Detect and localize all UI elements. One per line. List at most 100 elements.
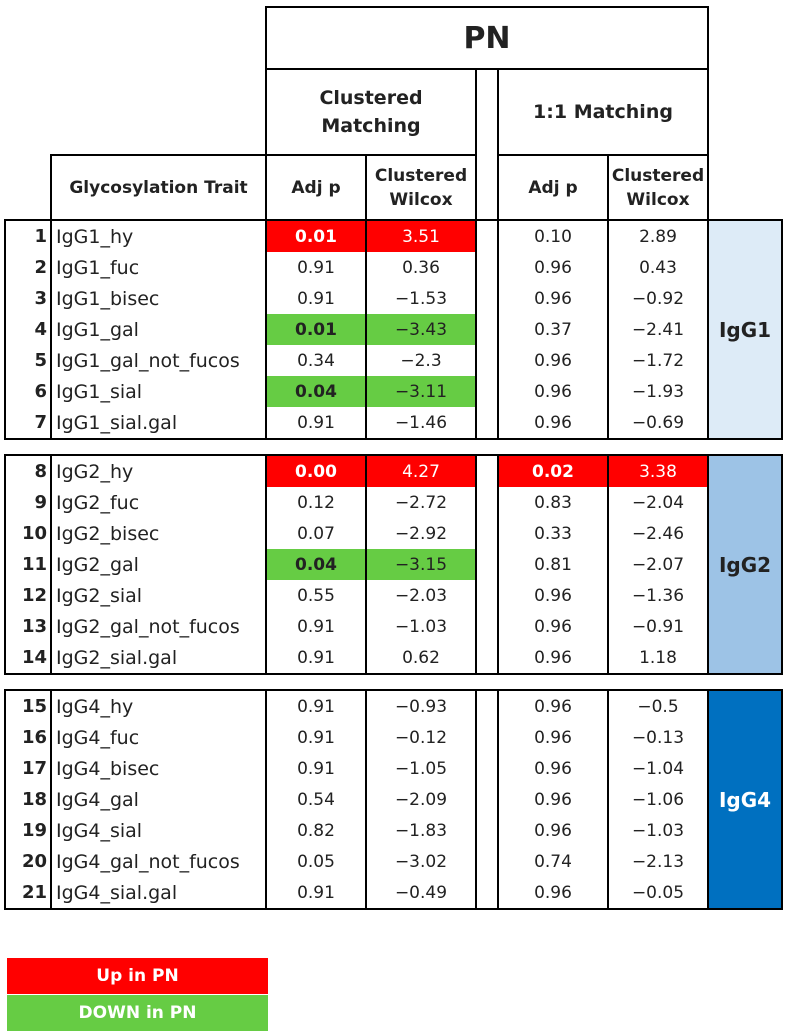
table-row: 9 IgG2_fuc 0.12 −2.72 0.83 −2.04 [4,487,782,518]
clustered-adj-p: 0.91 [266,252,367,283]
trait-name: IgG2_gal_not_fucos [51,611,267,642]
one-to-one-adj-p: 0.81 [498,549,609,580]
table-row: 14 IgG2_sial.gal 0.91 0.62 0.96 1.18 [4,642,782,675]
trait-name: IgG1_fuc [51,252,267,283]
clustered-wilcox: −3.02 [366,846,477,877]
clustered-adj-p: 0.05 [266,846,367,877]
trait-name: IgG2_fuc [51,487,267,518]
clustered-adj-p: 0.55 [266,580,367,611]
row-number: 2 [4,252,52,283]
trait-name: IgG1_hy [51,219,267,252]
table-row: 21 IgG4_sial.gal 0.91 −0.49 0.96 −0.05 [4,877,782,910]
row-number: 5 [4,345,52,376]
row-number: 9 [4,487,52,518]
table-row: 3 IgG1_bisec 0.91 −1.53 0.96 −0.92 [4,283,782,314]
one-to-one-wilcox: 3.38 [608,454,709,487]
clustered-adj-p: 0.07 [266,518,367,549]
trait-name: IgG1_bisec [51,283,267,314]
clustered-wilcox: −0.93 [366,689,477,722]
clustered-wilcox: −1.83 [366,815,477,846]
one-to-one-adj-p: 0.74 [498,846,609,877]
clustered-wilcox: −2.72 [366,487,477,518]
table-row: 6 IgG1_sial 0.04 −3.11 0.96 −1.93 [4,376,782,407]
one-to-one-wilcox: −0.69 [608,407,709,440]
adj-p-header: Adj p [498,155,609,221]
trait-name: IgG1_gal_not_fucos [51,345,267,376]
one-to-one-matching-header: 1:1 Matching [498,69,708,156]
table-row: 1 IgG1_hy 0.01 3.51 0.10 2.89 IgG1 [4,219,783,440]
row-number: 20 [4,846,52,877]
clustered-wilcox: −1.05 [366,753,477,784]
row-number: 16 [4,722,52,753]
row-number: 19 [4,815,52,846]
clustered-adj-p: 0.82 [266,815,367,846]
table-row: 2 IgG1_fuc 0.91 0.36 0.96 0.43 [4,252,782,283]
one-to-one-wilcox: −1.03 [608,815,709,846]
row-number: 4 [4,314,52,345]
clustered-wilcox: 0.36 [366,252,477,283]
one-to-one-adj-p: 0.33 [498,518,609,549]
one-to-one-adj-p: 0.96 [498,345,609,376]
table-row: 4 IgG1_gal 0.01 −3.43 0.37 −2.41 [4,314,782,345]
clustered-wilcox: −1.03 [366,611,477,642]
trait-name: IgG4_gal [51,784,267,815]
clustered-adj-p: 0.91 [266,611,367,642]
one-to-one-wilcox: −0.13 [608,722,709,753]
one-to-one-wilcox: −1.06 [608,784,709,815]
one-to-one-wilcox: −2.04 [608,487,709,518]
one-to-one-adj-p: 0.96 [498,283,609,314]
clustered-adj-p: 0.00 [266,454,367,487]
clustered-wilcox: −0.49 [366,877,477,910]
one-to-one-wilcox: 2.89 [608,219,709,252]
trait-name: IgG2_hy [51,454,267,487]
group-label: IgG2 [708,454,783,675]
one-to-one-adj-p: 0.96 [498,815,609,846]
clustered-wilcox: −0.12 [366,722,477,753]
clustered-adj-p: 0.91 [266,689,367,722]
one-to-one-wilcox: −2.07 [608,549,709,580]
clustered-wilcox-header: Clustered Wilcox [608,155,709,221]
clustered-wilcox: −2.92 [366,518,477,549]
one-to-one-adj-p: 0.96 [498,642,609,675]
trait-name: IgG1_gal [51,314,267,345]
row-number: 6 [4,376,52,407]
one-to-one-wilcox: 0.43 [608,252,709,283]
legend-down-in-pn: DOWN in PN [7,995,268,1031]
row-number: 7 [4,407,52,440]
clustered-wilcox: 3.51 [366,219,477,252]
clustered-adj-p: 0.91 [266,722,367,753]
row-number: 17 [4,753,52,784]
one-to-one-adj-p: 0.10 [498,219,609,252]
clustered-wilcox: 0.62 [366,642,477,675]
glycosylation-trait-header: Glycosylation Trait [51,154,267,221]
legend-up-in-pn: Up in PN [7,958,268,994]
one-to-one-adj-p: 0.96 [498,580,609,611]
trait-name: IgG1_sial.gal [51,407,267,440]
clustered-adj-p: 0.54 [266,784,367,815]
one-to-one-adj-p: 0.96 [498,753,609,784]
one-to-one-adj-p: 0.96 [498,407,609,440]
row-number: 12 [4,580,52,611]
table-row: 5 IgG1_gal_not_fucos 0.34 −2.3 0.96 −1.72 [4,345,782,376]
group-label: IgG1 [708,219,783,440]
trait-name: IgG2_sial.gal [51,642,267,675]
one-to-one-adj-p: 0.96 [498,722,609,753]
one-to-one-wilcox: −1.04 [608,753,709,784]
clustered-wilcox: −3.11 [366,376,477,407]
row-number: 18 [4,784,52,815]
table-row: 10 IgG2_bisec 0.07 −2.92 0.33 −2.46 [4,518,782,549]
table-row: 12 IgG2_sial 0.55 −2.03 0.96 −1.36 [4,580,782,611]
table-row: 15 IgG4_hy 0.91 −0.93 0.96 −0.5 IgG4 [4,689,783,910]
one-to-one-adj-p: 0.96 [498,611,609,642]
results-table: PN Clustered Matching 1:1 Matching Glyco… [4,6,783,910]
one-to-one-adj-p: 0.37 [498,314,609,345]
trait-name: IgG4_sial [51,815,267,846]
one-to-one-wilcox: −2.46 [608,518,709,549]
row-number: 11 [4,549,52,580]
one-to-one-adj-p: 0.96 [498,689,609,722]
one-to-one-wilcox: −1.93 [608,376,709,407]
trait-name: IgG4_hy [51,689,267,722]
adj-p-header: Adj p [266,155,367,221]
trait-name: IgG4_fuc [51,722,267,753]
group-label: IgG4 [708,689,783,910]
